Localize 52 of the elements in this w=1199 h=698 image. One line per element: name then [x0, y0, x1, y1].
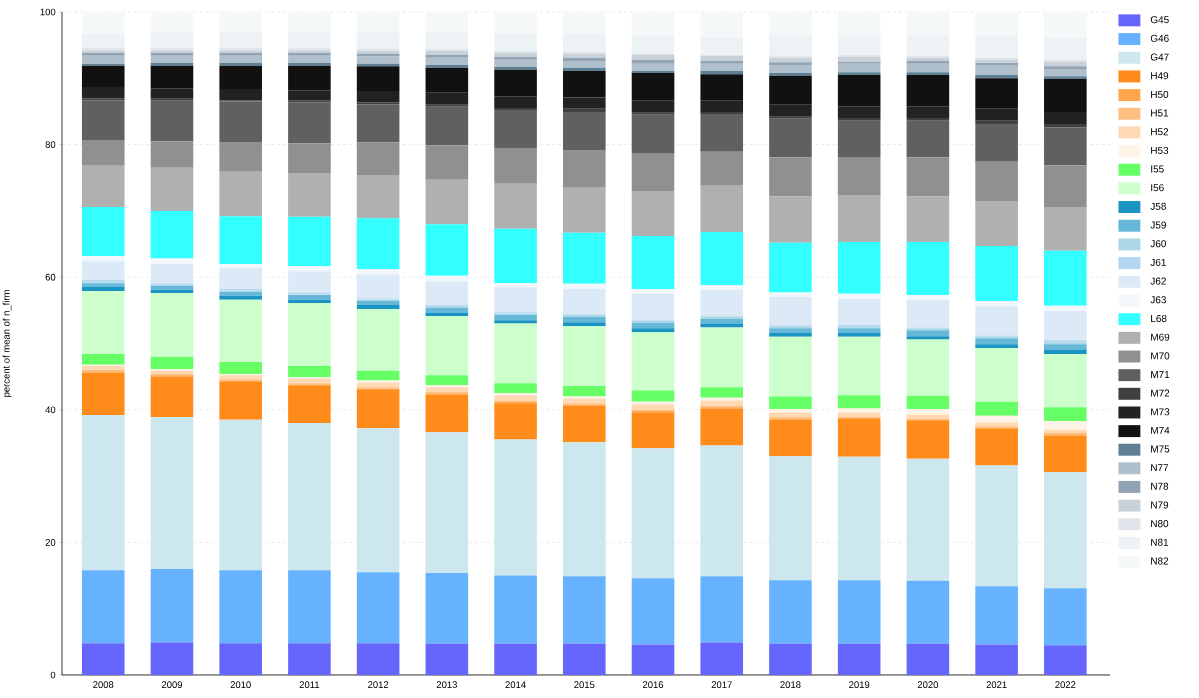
y-axis-title: percent of mean of n_firm	[2, 290, 12, 397]
y-tick-label: 80	[45, 141, 56, 148]
x-tick-label: 2018	[780, 681, 801, 689]
legend-label: M73	[1151, 408, 1170, 416]
legend-label: M75	[1151, 445, 1170, 453]
x-tick-label: 2021	[986, 681, 1007, 689]
legend-label: N81	[1151, 538, 1169, 546]
legend-label: N78	[1151, 482, 1169, 490]
y-tick-label: 60	[45, 273, 56, 281]
x-tick-label: 2022	[1055, 681, 1076, 689]
y-tick-label: 40	[45, 406, 56, 414]
legend-label: J62	[1150, 277, 1166, 285]
x-tick-label: 2011	[299, 681, 320, 689]
x-tick-label: 2008	[93, 681, 114, 689]
legend-label: J58	[1150, 202, 1166, 210]
legend-label: M74	[1151, 426, 1170, 434]
legend-label: J59	[1150, 221, 1166, 229]
legend-label: I56	[1151, 184, 1164, 192]
legend-label: M72	[1151, 389, 1170, 397]
x-tick-label: 2009	[161, 681, 183, 689]
legend-label: N77	[1151, 464, 1169, 472]
legend-label: N80	[1151, 520, 1169, 528]
x-tick-label: 2020	[917, 681, 939, 689]
x-tick-label: 2013	[436, 681, 457, 689]
y-tick-label: 20	[45, 539, 56, 546]
legend-label: H53	[1151, 146, 1169, 154]
legend-label: G46	[1150, 34, 1169, 42]
legend-label: I55	[1151, 165, 1164, 173]
legend-label: M70	[1151, 352, 1170, 360]
y-tick-label: 100	[40, 8, 56, 16]
legend-label: J60	[1150, 240, 1166, 248]
x-tick-label: 2014	[505, 681, 526, 689]
x-tick-label: 2015	[574, 681, 595, 689]
legend-label: H51	[1151, 109, 1169, 117]
legend-label: H49	[1151, 72, 1169, 80]
x-tick-label: 2017	[711, 681, 732, 689]
legend-label: G47	[1150, 53, 1169, 61]
legend-label: N79	[1151, 501, 1169, 509]
y-tick-label: 0	[50, 671, 56, 679]
legend-label: M71	[1151, 371, 1170, 378]
x-tick-label: 2012	[368, 681, 389, 689]
x-tick-label: 2010	[230, 681, 251, 689]
x-tick-label: 2019	[849, 681, 870, 689]
legend-label: H52	[1151, 128, 1169, 136]
legend-label: H50	[1151, 90, 1169, 98]
x-tick-label: 2016	[642, 681, 664, 689]
legend-label: L68	[1151, 314, 1167, 323]
legend-label: M69	[1151, 333, 1170, 341]
legend-label: G45	[1150, 16, 1169, 24]
legend-label: N82	[1151, 557, 1169, 565]
legend-label: J63	[1150, 296, 1166, 304]
legend-label: J61	[1150, 258, 1166, 266]
